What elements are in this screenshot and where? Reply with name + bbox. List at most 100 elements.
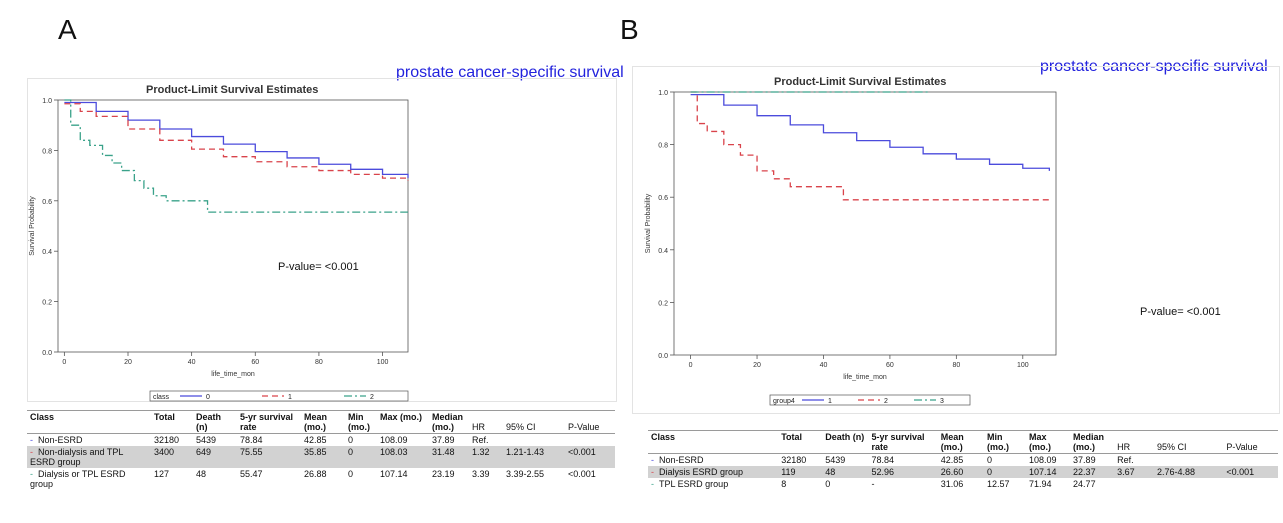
col-total: Total bbox=[778, 430, 823, 454]
legend-title: class bbox=[153, 394, 169, 401]
row-rate: 52.96 bbox=[868, 466, 938, 478]
series-line-2 bbox=[64, 99, 408, 213]
row-mean: 42.85 bbox=[304, 435, 327, 445]
row-ci bbox=[1154, 478, 1223, 490]
col-hr: HR bbox=[469, 410, 503, 434]
x-tick-label: 60 bbox=[886, 362, 894, 369]
row-ci: 2.76-4.88 bbox=[1154, 466, 1224, 478]
series-line-1 bbox=[64, 103, 409, 181]
row-max: 108.09 bbox=[1028, 455, 1057, 465]
x-tick-label: 20 bbox=[124, 359, 132, 366]
panel-a-annotation: prostate cancer-specific survival bbox=[396, 64, 624, 81]
row-death: 48 bbox=[196, 469, 207, 479]
plot-area bbox=[57, 99, 409, 353]
row-death: 649 bbox=[193, 446, 237, 468]
legend-label-2: 2 bbox=[884, 398, 888, 405]
series-line-0 bbox=[64, 101, 409, 179]
col-median: Median (mo.) bbox=[429, 410, 469, 434]
row-median: 37.89 bbox=[1073, 455, 1096, 465]
x-tick-label: 100 bbox=[377, 359, 389, 366]
row-hr: 1.32 bbox=[469, 446, 503, 468]
plot-area bbox=[673, 91, 1057, 356]
row-max: 108.03 bbox=[377, 446, 429, 468]
row-mean: 26.60 bbox=[937, 466, 984, 478]
row-median: 37.89 bbox=[432, 435, 455, 445]
y-tick-label: 0.0 bbox=[658, 353, 668, 360]
legend-label-1: 1 bbox=[828, 398, 832, 405]
row-death: 5439 bbox=[825, 455, 846, 465]
y-tick-label: 0.2 bbox=[42, 300, 52, 307]
row-p: <0.001 bbox=[568, 469, 596, 479]
row-p: <0.001 bbox=[565, 446, 615, 468]
row-median: 24.77 bbox=[1073, 479, 1096, 489]
col-class: Class bbox=[27, 410, 151, 434]
row-min: 12.57 bbox=[986, 479, 1010, 489]
row-total: 3400 bbox=[151, 446, 193, 468]
row-rate: - bbox=[871, 479, 875, 489]
row-rate: 55.47 bbox=[240, 469, 263, 479]
x-tick-label: 40 bbox=[820, 362, 828, 369]
row-total: 8 bbox=[781, 479, 787, 489]
panel-b-plot-frame bbox=[632, 66, 1280, 414]
row-class: Non-ESRD bbox=[659, 455, 704, 465]
row-hr: 3.39 bbox=[472, 469, 490, 479]
panel-a-plot-title: Product-Limit Survival Estimates bbox=[146, 84, 319, 96]
col-death: Death (n) bbox=[822, 430, 869, 454]
row-hr bbox=[1114, 478, 1154, 490]
row-death: 5439 bbox=[196, 435, 217, 445]
y-tick-label: 0.4 bbox=[658, 248, 668, 255]
row-min: 0 bbox=[348, 435, 354, 445]
row-max: 107.14 bbox=[380, 469, 408, 479]
row-mean: 42.85 bbox=[940, 455, 964, 465]
row-p bbox=[565, 434, 615, 447]
panel-b-plot-title: Product-Limit Survival Estimates bbox=[774, 76, 947, 88]
row-max: 71.94 bbox=[1028, 479, 1052, 489]
x-tick-label: 20 bbox=[753, 362, 761, 369]
x-tick-label: 80 bbox=[952, 362, 960, 369]
row-min: 0 bbox=[345, 446, 377, 468]
row-total: 32180 bbox=[781, 455, 807, 465]
table-row: - Non-dialysis and TPL ESRD group 3400 64… bbox=[27, 446, 615, 468]
col-mean: Mean (mo.) bbox=[937, 430, 984, 454]
x-tick-label: 60 bbox=[251, 359, 259, 366]
col-ci: 95% CI bbox=[503, 410, 565, 434]
panel-b-letter: B bbox=[620, 14, 639, 45]
row-rate: 78.84 bbox=[871, 455, 894, 465]
col-rate: 5-yr survival rate bbox=[868, 430, 938, 454]
x-axis-label: life_time_mon bbox=[843, 374, 887, 381]
table-row: - TPL ESRD group 8 0 - 31.06 12.57 71.94 … bbox=[648, 478, 1278, 490]
row-p: <0.001 bbox=[1223, 466, 1278, 478]
row-p bbox=[1223, 478, 1278, 490]
row-hr: 3.67 bbox=[1114, 466, 1155, 478]
legend-label-2: 2 bbox=[370, 394, 374, 401]
col-p: P-Value bbox=[565, 410, 615, 434]
col-min: Min (mo.) bbox=[345, 410, 377, 434]
col-max: Max (mo.) bbox=[1025, 430, 1071, 454]
col-max: Max (mo.) bbox=[377, 410, 429, 434]
row-class: Dialysis or TPL ESRD group bbox=[30, 469, 126, 489]
row-class: Dialysis ESRD group bbox=[659, 467, 744, 477]
x-tick-label: 100 bbox=[1017, 362, 1029, 369]
col-rate: 5-yr survival rate bbox=[237, 410, 301, 434]
row-median: 22.37 bbox=[1070, 466, 1115, 478]
panel-a-chart: 0.00.20.40.60.81.00 20 40 60 80 100life_time_… bbox=[29, 98, 409, 402]
table-header: Class Total Death (n) 5-yr survival rate… bbox=[648, 430, 1278, 454]
y-axis-label: Survival Probability bbox=[645, 193, 652, 253]
y-tick-label: 0.8 bbox=[658, 143, 668, 150]
x-tick-label: 0 bbox=[689, 362, 693, 369]
y-tick-label: 0.2 bbox=[658, 300, 668, 307]
row-total: 127 bbox=[154, 469, 170, 479]
y-tick-label: 0.6 bbox=[658, 195, 668, 202]
row-hr: Ref. bbox=[472, 435, 489, 445]
row-total: 119 bbox=[778, 466, 823, 478]
row-mean: 31.06 bbox=[940, 479, 964, 489]
panel-a-table: Class Total Death (n) 5-yr survival rate… bbox=[27, 410, 615, 490]
legend-label-1: 1 bbox=[288, 394, 292, 401]
row-ci bbox=[1154, 454, 1223, 467]
table-row: - Non-ESRD 32180 5439 78.84 42.85 0 108.0… bbox=[648, 454, 1278, 467]
y-tick-label: 1.0 bbox=[42, 98, 52, 105]
y-tick-label: 1.0 bbox=[658, 90, 668, 97]
row-class: TPL ESRD group bbox=[659, 479, 729, 489]
row-min: 0 bbox=[348, 469, 354, 479]
row-rate: 78.84 bbox=[240, 435, 263, 445]
